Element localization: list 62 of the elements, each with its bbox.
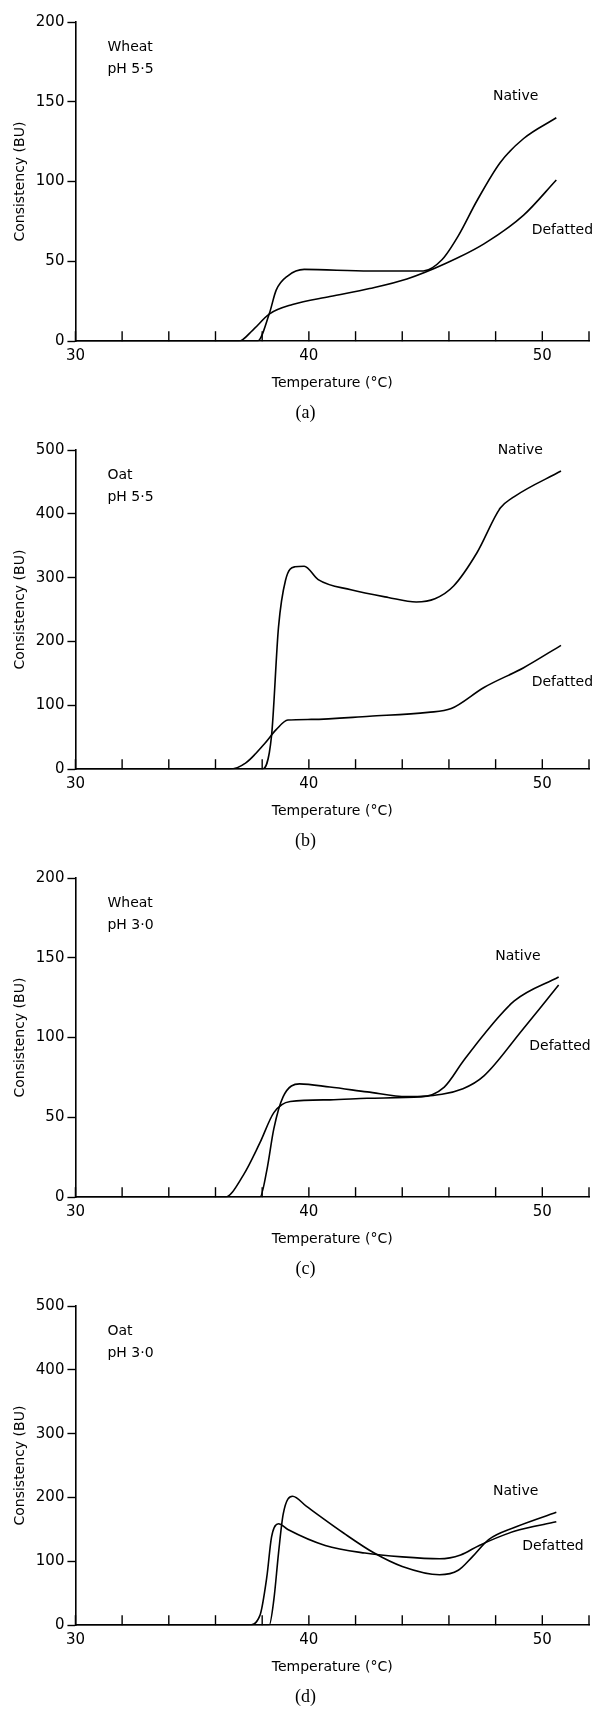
x-tick-label: 40 bbox=[299, 346, 319, 365]
text: (d) bbox=[294, 1686, 317, 1707]
x-tick-label: 50 bbox=[532, 774, 552, 793]
y-tick-label: 0 bbox=[54, 1187, 65, 1206]
y-tick-label: 150 bbox=[35, 91, 65, 110]
y-tick-label: 100 bbox=[35, 1551, 65, 1570]
series-label: Native bbox=[497, 440, 543, 457]
x-axis-title: Temperature (°C) bbox=[270, 802, 393, 819]
series-label: Defatted bbox=[531, 220, 594, 237]
annotation: pH 3·0 bbox=[107, 915, 154, 932]
annotation: Oat bbox=[107, 465, 134, 482]
y-tick-label: 150 bbox=[35, 947, 65, 966]
x-tick-label: 50 bbox=[532, 346, 552, 365]
text: (c) bbox=[294, 1258, 317, 1279]
x-tick-label: 30 bbox=[65, 1630, 85, 1649]
y-tick-label: 50 bbox=[45, 251, 65, 270]
x-tick-label: 40 bbox=[299, 1630, 319, 1649]
y-tick-label: 0 bbox=[54, 1615, 65, 1634]
y-tick-label: 300 bbox=[35, 1423, 65, 1442]
y-tick-label: 200 bbox=[35, 1487, 65, 1506]
annotation: Wheat bbox=[107, 37, 154, 54]
y-tick-label: 500 bbox=[35, 439, 65, 458]
x-axis-title: Temperature (°C) bbox=[270, 1230, 393, 1247]
text: (a) bbox=[294, 402, 317, 423]
y-tick-label: 50 bbox=[45, 1107, 65, 1126]
y-axis-title: Consistency (BU) bbox=[11, 977, 28, 1098]
x-tick-label: 30 bbox=[65, 346, 85, 365]
y-tick-label: 200 bbox=[35, 867, 65, 886]
y-tick-label: 100 bbox=[35, 1027, 65, 1046]
x-tick-label: 40 bbox=[299, 1202, 319, 1221]
x-tick-label: 30 bbox=[65, 1202, 85, 1221]
y-tick-label: 100 bbox=[35, 171, 65, 190]
annotation: pH 3·0 bbox=[107, 1343, 154, 1360]
y-axis-title: Consistency (BU) bbox=[11, 121, 28, 242]
annotation: Wheat bbox=[107, 893, 154, 910]
series-label: Native bbox=[492, 1481, 539, 1498]
x-tick-label: 50 bbox=[532, 1202, 552, 1221]
annotation: Oat bbox=[107, 1321, 134, 1338]
series-label: Defatted bbox=[522, 1537, 584, 1553]
y-tick-label: 300 bbox=[35, 567, 65, 586]
x-tick-label: 40 bbox=[299, 774, 319, 793]
y-axis-title: Consistency (BU) bbox=[11, 1405, 28, 1526]
y-tick-label: 0 bbox=[54, 331, 65, 350]
y-tick-label: 400 bbox=[35, 503, 65, 522]
y-axis-title: Consistency (BU) bbox=[11, 549, 28, 670]
series-label: Defatted bbox=[531, 673, 594, 690]
y-tick-label: 400 bbox=[35, 1359, 65, 1378]
x-axis-title: Temperature (°C) bbox=[270, 1658, 393, 1675]
y-tick-label: 100 bbox=[35, 695, 65, 714]
annotation: pH 5·5 bbox=[107, 59, 154, 76]
y-tick-label: 0 bbox=[54, 759, 65, 778]
annotation: pH 5·5 bbox=[107, 487, 154, 504]
series-label: Native bbox=[492, 87, 539, 104]
x-tick-label: 50 bbox=[532, 1630, 552, 1649]
y-tick-label: 200 bbox=[35, 631, 65, 650]
series-label: Native bbox=[495, 946, 541, 963]
x-axis-title: Temperature (°C) bbox=[270, 374, 393, 391]
y-tick-label: 200 bbox=[35, 11, 65, 30]
y-tick-label: 500 bbox=[35, 1295, 65, 1314]
text: (b) bbox=[294, 830, 317, 851]
x-tick-label: 30 bbox=[65, 774, 85, 793]
series-label: Defatted bbox=[529, 1036, 591, 1053]
